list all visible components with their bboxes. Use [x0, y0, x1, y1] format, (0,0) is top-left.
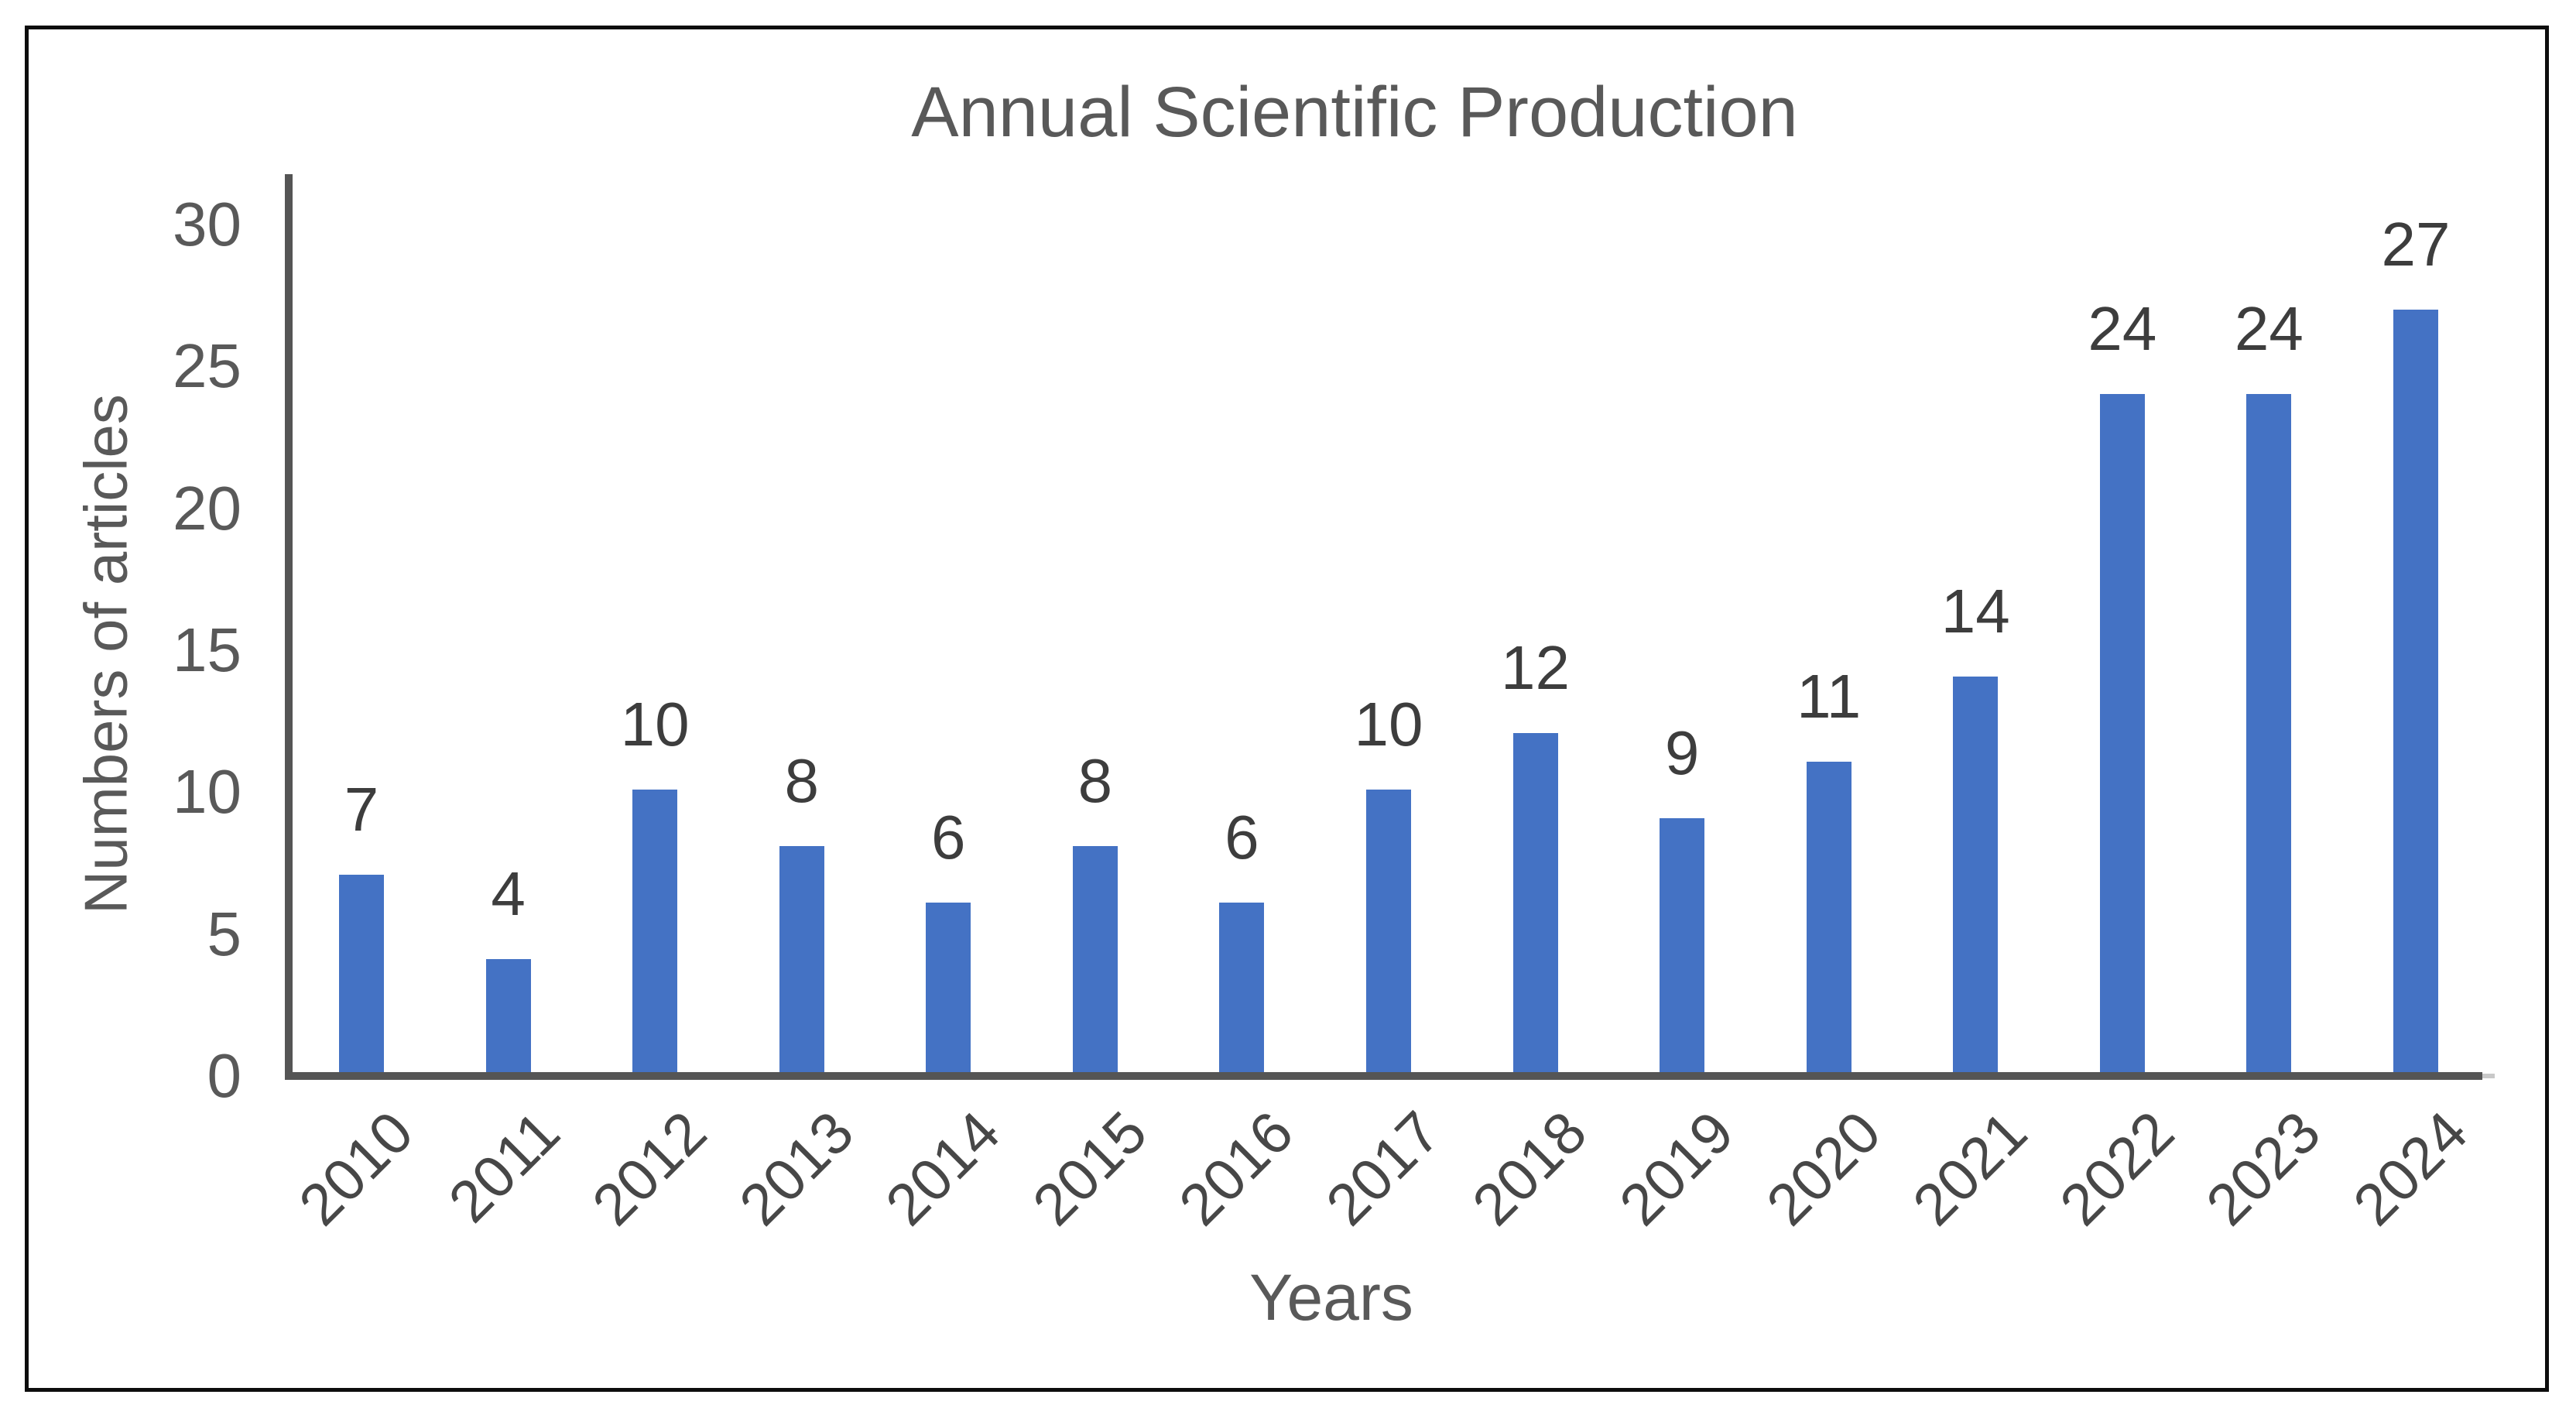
y-tick-label-20: 20 [173, 473, 242, 543]
y-axis-title: Numbers of articles [71, 394, 140, 914]
bar-value-label-2013: 8 [784, 746, 819, 815]
chart-outer-frame [25, 26, 2549, 1392]
bar-2010 [339, 874, 384, 1072]
bar-2011 [485, 959, 531, 1072]
bar-2012 [632, 790, 678, 1072]
bar-2017 [1365, 790, 1411, 1072]
bar-value-label-2020: 11 [1797, 661, 1862, 731]
y-axis-line [285, 174, 293, 1080]
bar-value-label-2014: 6 [931, 803, 966, 872]
bar-2024 [2393, 309, 2438, 1072]
bar-2015 [1072, 846, 1118, 1072]
bar-value-label-2012: 10 [620, 690, 690, 759]
y-tick-label-10: 10 [173, 757, 242, 827]
bar-value-label-2018: 12 [1501, 633, 1571, 702]
bar-value-label-2023: 24 [2234, 294, 2304, 363]
bar-value-label-2024: 27 [2381, 209, 2451, 279]
bar-value-label-2010: 7 [344, 774, 379, 844]
bar-value-label-2011: 4 [491, 859, 526, 928]
x-axis-line-end [2482, 1074, 2495, 1078]
chart-title: Annual Scientific Production [911, 73, 1798, 152]
bar-value-label-2016: 6 [1225, 803, 1259, 872]
y-tick-label-30: 30 [173, 189, 242, 259]
bar-2021 [1953, 677, 1999, 1072]
bar-value-label-2017: 10 [1354, 690, 1423, 759]
y-tick-label-5: 5 [207, 899, 242, 968]
bar-value-label-2015: 8 [1077, 746, 1113, 815]
bar-2013 [779, 846, 824, 1072]
bar-value-label-2019: 9 [1664, 718, 1700, 787]
bar-2022 [2099, 394, 2145, 1072]
bar-2019 [1660, 817, 1705, 1072]
bar-2018 [1512, 733, 1558, 1072]
y-tick-label-25: 25 [173, 331, 242, 401]
bar-2014 [926, 903, 971, 1072]
y-tick-label-15: 15 [173, 615, 242, 684]
x-axis-title: Years [1249, 1261, 1413, 1334]
bar-value-label-2021: 14 [1941, 577, 2010, 646]
bar-value-label-2022: 24 [2088, 294, 2157, 363]
bar-2016 [1219, 903, 1265, 1072]
bar-2020 [1806, 761, 1852, 1072]
x-axis-line [285, 1072, 2482, 1080]
y-tick-label-0: 0 [207, 1041, 242, 1110]
bar-2023 [2246, 394, 2292, 1072]
